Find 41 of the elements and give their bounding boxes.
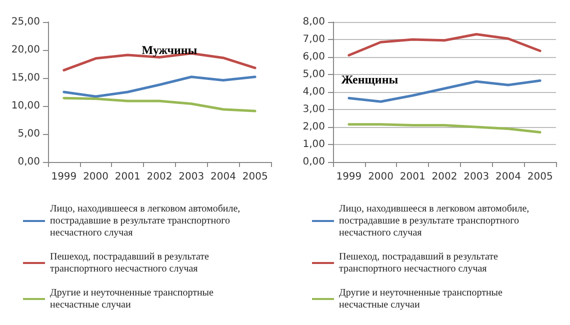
y-tick-label: 6,00 <box>302 52 325 62</box>
legend-label: Лицо, находившееся в легковом автомобиле, пострадавшие в результате транспортного несчастного случая <box>339 204 530 238</box>
legend-label: Другие и неуточненные транспортные несчастные случаи <box>339 288 504 310</box>
y-tick-label: 0,00 <box>302 156 325 168</box>
legend-label: Пешеход, пострадавший в результате транспортного несчастного случая <box>339 252 498 274</box>
y-tick-label: 2,00 <box>302 122 325 132</box>
y-tick-label: 25,00 <box>11 16 40 28</box>
y-tick-label: 5,00 <box>302 69 325 80</box>
y-tick-label: 8,00 <box>302 16 325 28</box>
x-tick-label: 2003 <box>178 172 204 182</box>
y-tick-label: 20,00 <box>11 44 40 56</box>
x-tick-label: 1999 <box>51 172 77 182</box>
legend-label: Лицо, находившееся в легковом автомобиле, пострадавшие в результате транспортного несчастного случая <box>50 204 240 238</box>
line-series <box>62 76 256 98</box>
y-tick-label: 10,00 <box>11 100 40 112</box>
text: Мужчины <box>142 43 198 57</box>
y-tick-label: 4,00 <box>302 86 325 98</box>
legend-label: Другие и неуточненные транспортные несчастные случаи <box>50 288 214 310</box>
x-tick-label: 2002 <box>146 172 172 182</box>
x-tick-label: 1999 <box>336 172 362 182</box>
x-tick-label: 2001 <box>114 172 140 182</box>
x-tick-label: 2000 <box>83 172 109 182</box>
x-tick-label: 2000 <box>368 172 394 182</box>
text: Женщины <box>341 72 399 86</box>
x-tick-label: 2005 <box>527 172 553 182</box>
y-tick-label: 1,00 <box>302 139 325 150</box>
line-series <box>348 33 542 56</box>
legend-label: Пешеход, пострадавший в результате транспортного несчастного случая <box>50 252 210 274</box>
y-tick-label: 3,00 <box>302 104 325 115</box>
y-tick-label: 15,00 <box>11 72 40 84</box>
x-tick-label: 2004 <box>210 172 236 182</box>
x-tick-label: 2003 <box>464 172 490 182</box>
y-tick-label: 7,00 <box>302 34 325 45</box>
line-series <box>62 96 256 112</box>
x-tick-label: 2005 <box>242 172 268 182</box>
x-tick-label: 2004 <box>495 172 521 182</box>
x-tick-label: 2001 <box>400 172 426 182</box>
line-series <box>348 123 542 134</box>
x-tick-label: 2002 <box>432 172 458 182</box>
y-tick-label: 0,00 <box>18 156 40 168</box>
y-tick-label: 5,00 <box>18 128 40 140</box>
